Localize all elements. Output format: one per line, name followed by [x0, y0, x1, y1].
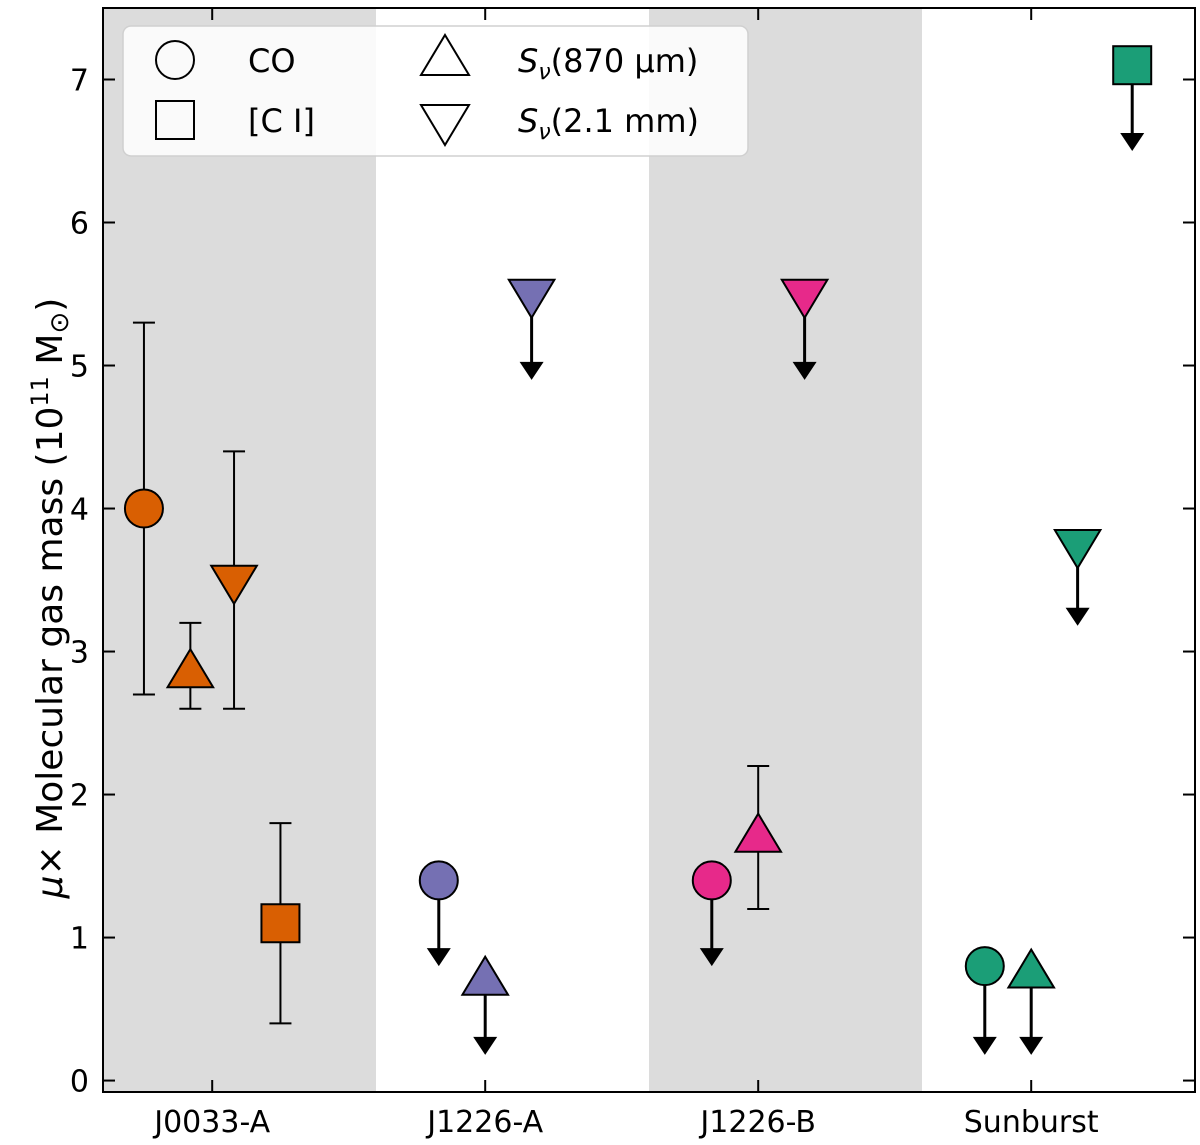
- marker-sunburst-triangle-down: [1053, 529, 1103, 570]
- x-tick-label-J1226-B: J1226-B: [698, 1105, 816, 1140]
- y-tick-label-7: 7: [70, 64, 89, 99]
- legend-marker-triangle-up: [419, 33, 471, 76]
- limit-arrow-head-sunburst-square: [1120, 133, 1145, 152]
- marker-j1226-b-circle: [691, 860, 732, 901]
- marker-j1226-b-triangle-down: [780, 278, 830, 320]
- limit-arrow-head-sunburst-circle: [972, 1036, 997, 1055]
- marker-j1226-b-triangle-up: [733, 811, 783, 853]
- legend-box: [122, 25, 749, 157]
- legend-label-triangle-up: Sν(870 μm): [518, 42, 698, 85]
- x-tick-label-J1226-A: J1226-A: [425, 1105, 543, 1140]
- legend-label-circle: CO: [248, 42, 296, 80]
- x-tick-label-Sunburst: Sunburst: [964, 1105, 1099, 1140]
- limit-arrow-head-j1226-b-triangle-down: [792, 361, 817, 380]
- data-markers: [123, 45, 1153, 996]
- limit-arrow-head-j1226-a-triangle-down: [519, 361, 544, 380]
- marker-j1226-a-triangle-down: [507, 278, 557, 320]
- limit-arrow-head-j1226-a-circle: [426, 948, 451, 967]
- marker-j0033-a-triangle-down: [209, 564, 259, 606]
- marker-j0033-a-triangle-up: [165, 647, 215, 689]
- legend-marker-circle: [155, 40, 195, 80]
- y-tick-label-5: 5: [70, 350, 89, 385]
- marker-sunburst-square: [1112, 45, 1153, 86]
- legend-label-triangle-down: Sν(2.1 mm): [518, 102, 699, 145]
- y-tick-label-1: 1: [70, 922, 89, 957]
- legend: CO [C I] Sν(870 μm) Sν(2.1 mm): [122, 25, 749, 157]
- y-tick-label-3: 3: [70, 636, 89, 671]
- shaded-band-1: [103, 8, 376, 1092]
- y-axis-label: μ× Molecular gas mass (1011 M⊙): [26, 298, 75, 900]
- y-tick-label-4: 4: [70, 493, 89, 528]
- legend-marker-triangle-down: [419, 104, 471, 147]
- marker-j0033-a-circle: [123, 488, 164, 529]
- shaded-band-2: [649, 8, 922, 1092]
- marker-j1226-a-triangle-up: [460, 954, 510, 996]
- y-tick-label-0: 0: [70, 1065, 89, 1100]
- y-tick-label-6: 6: [70, 207, 89, 242]
- marker-sunburst-circle: [964, 946, 1005, 987]
- limit-arrow-head-sunburst-triangle-down: [1065, 607, 1090, 626]
- x-tick-label-J0033-A: J0033-A: [152, 1105, 270, 1140]
- shaded-bands: [103, 8, 922, 1092]
- limit-arrow-head-j1226-b-circle: [699, 948, 724, 967]
- limit-arrow-head-j1226-a-triangle-up: [473, 1036, 498, 1055]
- legend-marker-square: [155, 100, 195, 140]
- marker-sunburst-triangle-up: [1006, 947, 1056, 989]
- marker-j0033-a-square: [260, 903, 301, 944]
- marker-j1226-a-circle: [418, 860, 459, 901]
- legend-label-square: [C I]: [248, 102, 315, 140]
- axis-ticks: 0 1 2 3 4 5 6 7 J0033-A J1226-A J1226-B Sunburst: [70, 8, 1195, 1140]
- plot-frame: [102, 7, 1196, 1093]
- limit-arrow-head-sunburst-triangle-up: [1019, 1036, 1044, 1055]
- y-tick-label-2: 2: [70, 779, 89, 814]
